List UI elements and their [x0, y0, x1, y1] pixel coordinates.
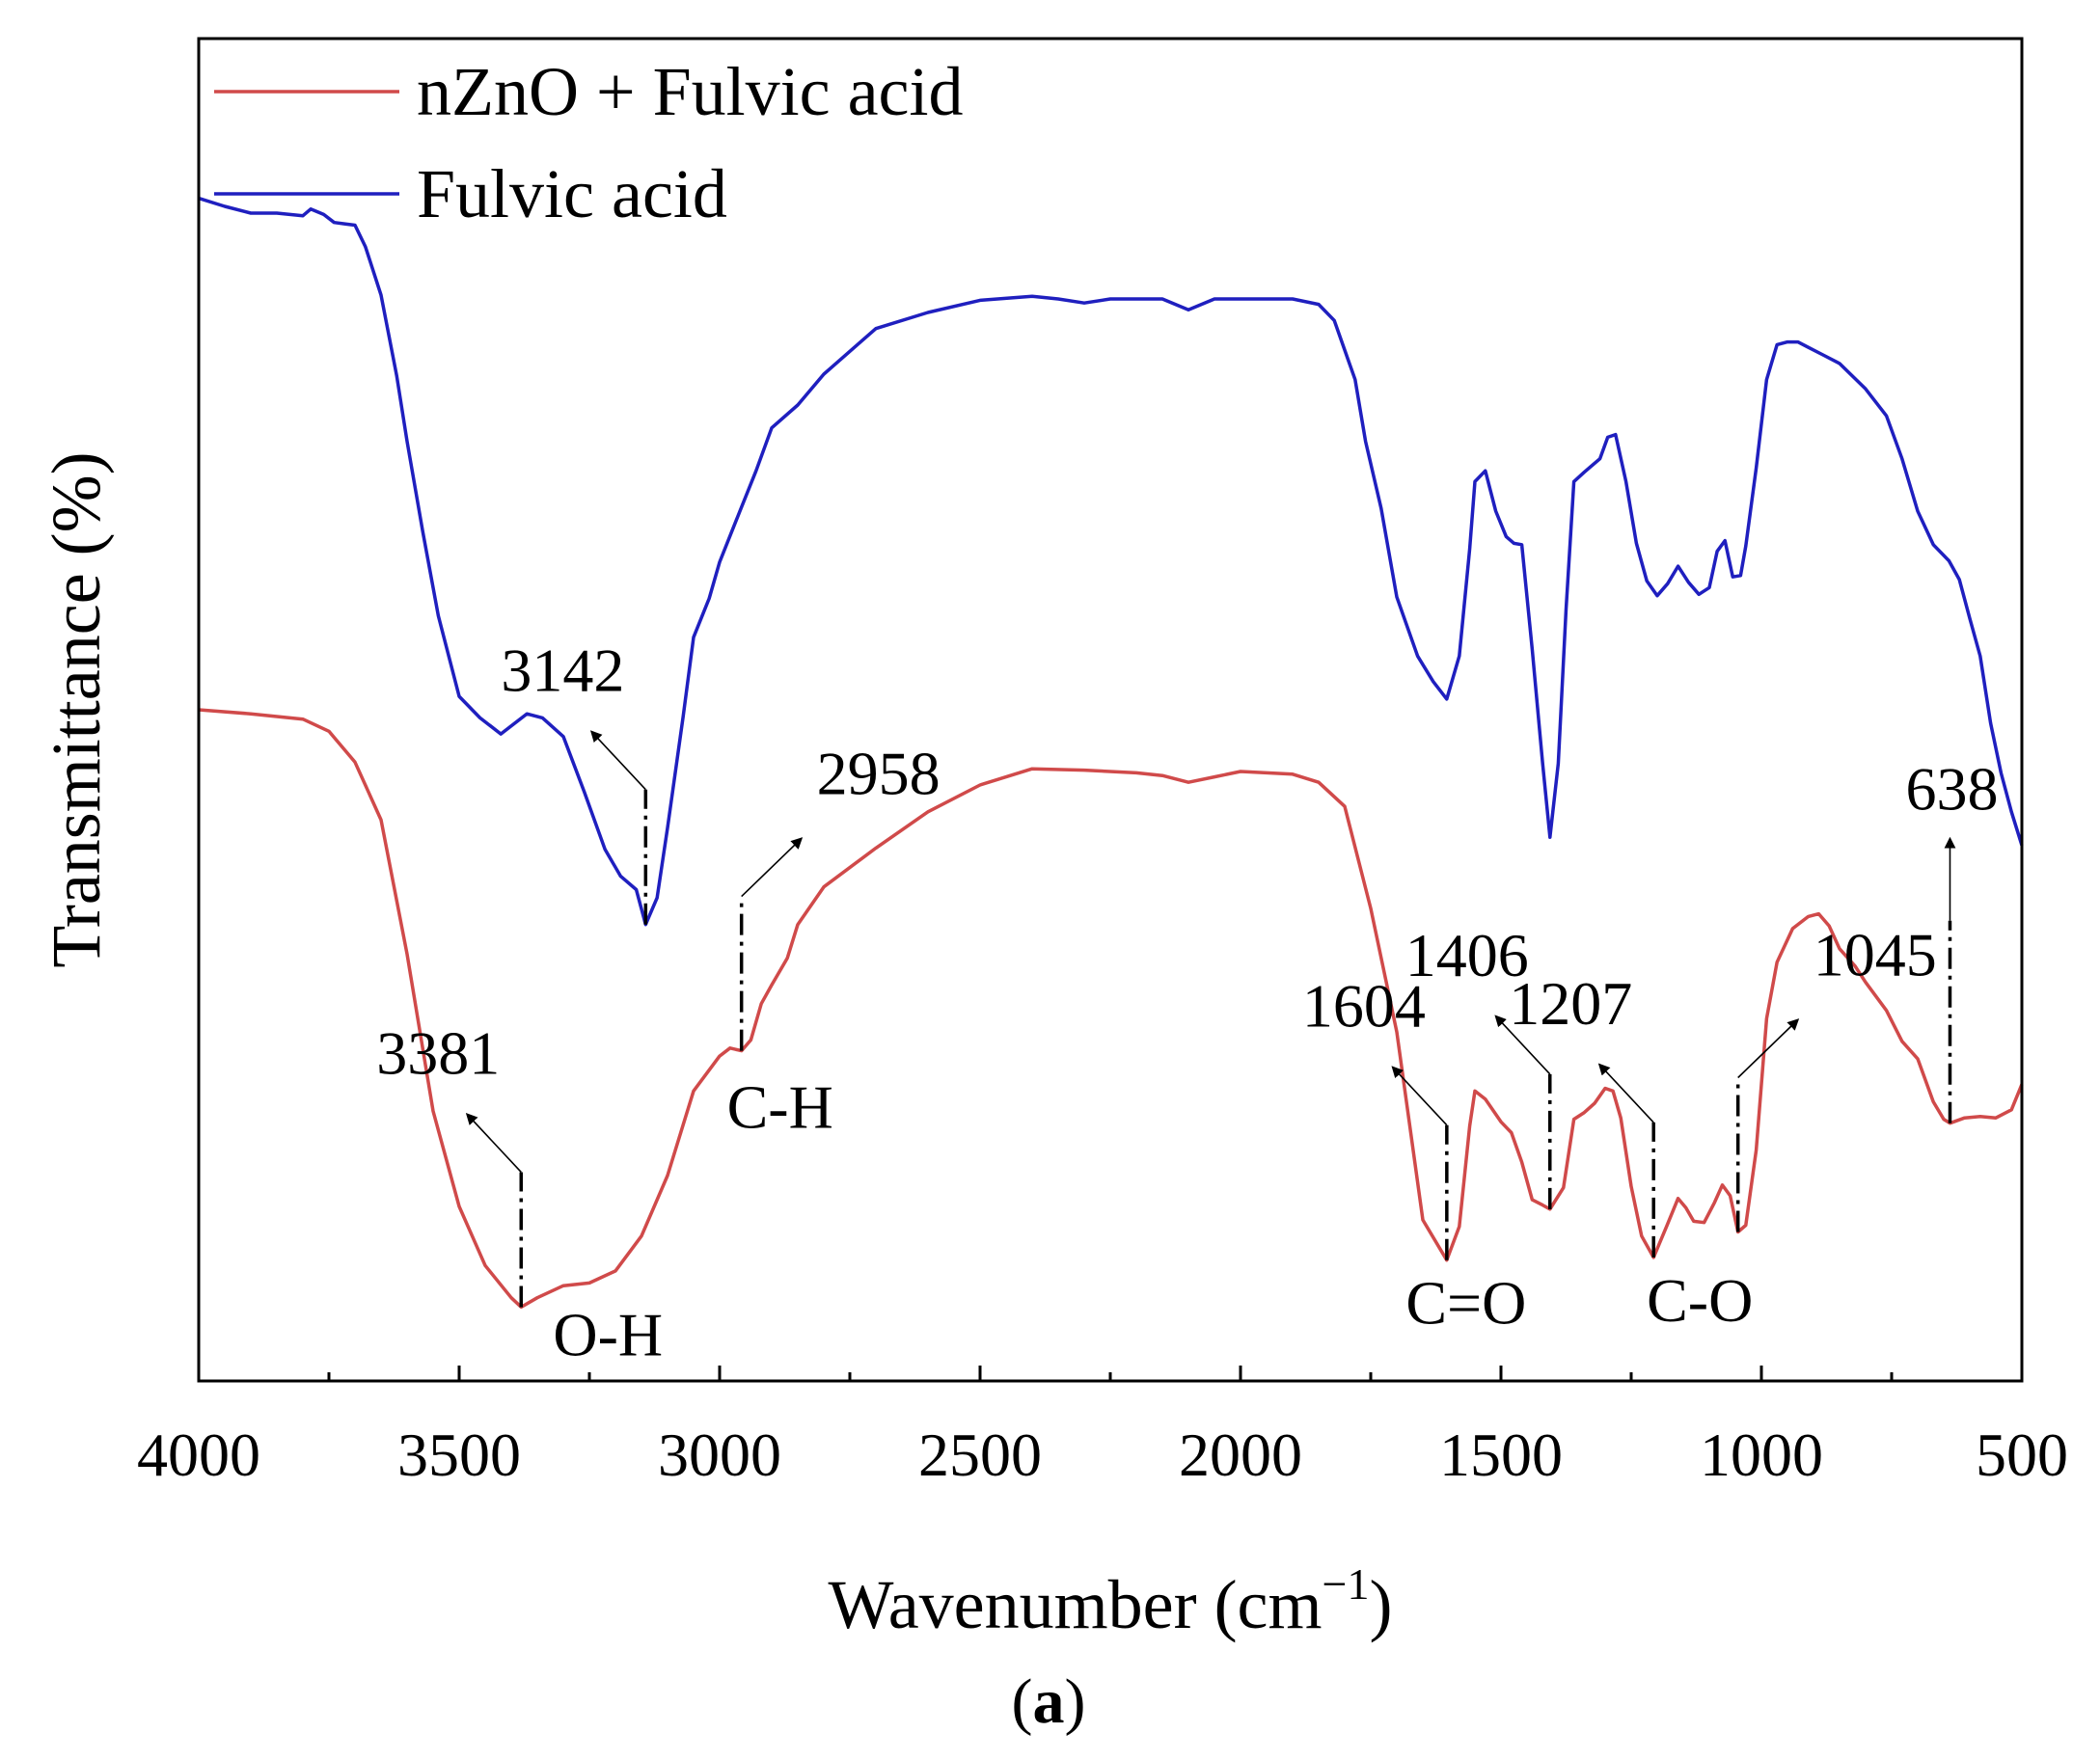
- figure-caption-letter: a: [1033, 1666, 1065, 1737]
- x-tick-label-4000: 4000: [137, 1421, 260, 1489]
- peak-label-3381: 3381: [376, 1018, 500, 1087]
- x-axis-title-main: Wavenumber (cm: [829, 1566, 1323, 1643]
- x-tick-label-1500: 1500: [1439, 1421, 1563, 1489]
- peak-label-1406: 1406: [1405, 921, 1529, 989]
- peak-label-1045: 1045: [1814, 920, 1937, 988]
- x-axis-ticks: 4000 3500 3000 2500 2000 1500 1000 500: [137, 1366, 2068, 1489]
- x-axis-title-superscript: −1: [1323, 1559, 1370, 1609]
- x-axis-title: Wavenumber (cm−1): [829, 1559, 1393, 1643]
- x-tick-label-2000: 2000: [1179, 1421, 1302, 1489]
- figure-caption-close: ): [1065, 1666, 1086, 1737]
- peak-arrow-3142: [589, 730, 646, 791]
- x-tick-label-3000: 3000: [658, 1421, 781, 1489]
- peak-label-1604: 1604: [1302, 972, 1426, 1041]
- group-label-c-h: C-H: [727, 1073, 833, 1142]
- peak-arrow-3381: [465, 1112, 522, 1173]
- x-tick-label-3500: 3500: [397, 1421, 521, 1489]
- group-label-c-o: C-O: [1647, 1266, 1753, 1335]
- legend: nZnO + Fulvic acid Fulvic acid: [214, 53, 964, 232]
- series-layer: [198, 196, 2024, 1310]
- peak-label-2958: 2958: [817, 740, 941, 808]
- series-line-nzno-fulvic-acid: [198, 708, 2024, 1310]
- series-line-fulvic-acid: [198, 196, 2024, 927]
- peak-arrow-1406: [1494, 1015, 1551, 1075]
- legend-label-nzno-fulvic-acid: nZnO + Fulvic acid: [417, 53, 964, 130]
- x-axis-title-close: ): [1369, 1566, 1392, 1643]
- legend-label-fulvic-acid: Fulvic acid: [417, 155, 727, 232]
- peak-label-638: 638: [1905, 755, 1998, 824]
- peak-label-3142: 3142: [501, 636, 624, 705]
- x-tick-label-500: 500: [1976, 1421, 2068, 1489]
- peak-arrow-1045: [1737, 1018, 1800, 1079]
- peak-arrow-2958: [741, 837, 804, 898]
- x-tick-label-1000: 1000: [1700, 1421, 1823, 1489]
- group-label-c-o: C=O: [1405, 1269, 1526, 1338]
- peak-arrow-1604: [1391, 1066, 1448, 1126]
- x-tick-label-2500: 2500: [918, 1421, 1042, 1489]
- peak-arrow-1207: [1597, 1063, 1654, 1123]
- y-axis-title: Transmittance (%): [38, 451, 115, 967]
- figure-caption: (a): [1012, 1666, 1086, 1737]
- group-label-o-h: O-H: [553, 1300, 663, 1368]
- peak-label-1207: 1207: [1509, 969, 1632, 1038]
- figure-caption-open: (: [1012, 1666, 1033, 1737]
